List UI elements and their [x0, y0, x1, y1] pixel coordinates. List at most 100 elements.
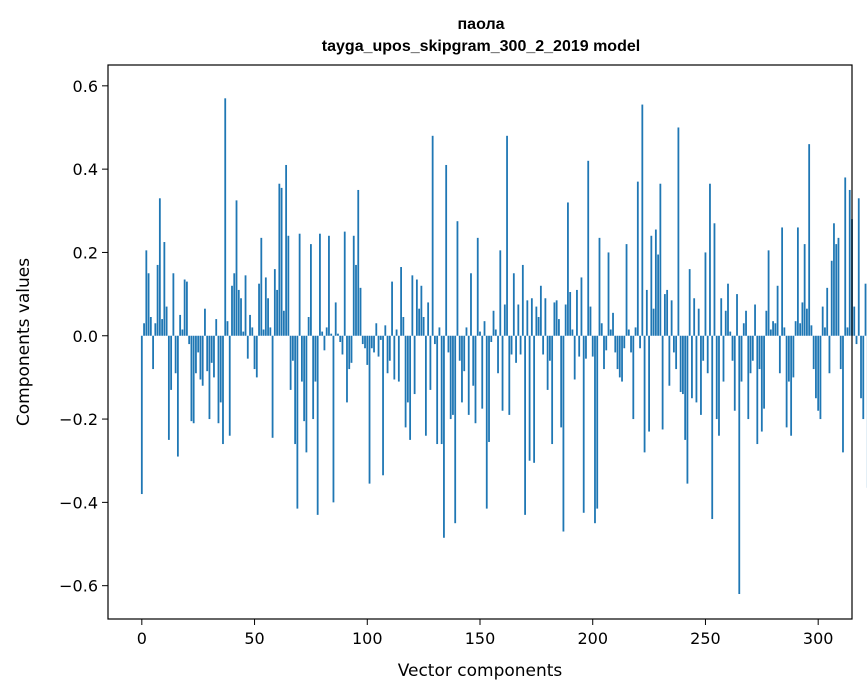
- bar-259: [724, 310, 727, 336]
- bar-271: [751, 335, 754, 361]
- bar-49: [251, 327, 254, 336]
- bar-29: [206, 335, 209, 372]
- bar-129: [431, 135, 434, 336]
- bar-272: [754, 304, 756, 336]
- bar-119: [409, 335, 412, 440]
- bar-110: [388, 335, 391, 361]
- bar-273: [756, 335, 759, 445]
- bar-237: [675, 335, 678, 370]
- bar-276: [763, 335, 765, 409]
- bar-120: [411, 275, 414, 336]
- bar-91: [346, 335, 348, 403]
- bar-231: [661, 335, 664, 430]
- bars-group: [140, 98, 867, 595]
- bar-84: [330, 333, 333, 336]
- bar-108: [384, 325, 387, 336]
- bar-254: [713, 223, 716, 336]
- bar-109: [386, 335, 389, 374]
- bar-52: [258, 283, 260, 336]
- bar-263: [733, 335, 736, 411]
- bar-195: [580, 277, 583, 336]
- bar-220: [636, 181, 639, 336]
- bar-244: [691, 335, 693, 399]
- bar-122: [415, 279, 418, 336]
- bar-135: [445, 164, 448, 336]
- bar-7: [156, 264, 159, 336]
- bar-319: [860, 335, 862, 399]
- bar-224: [645, 289, 648, 336]
- bar-200: [591, 335, 594, 357]
- bar-199: [589, 306, 592, 336]
- bar-21: [188, 335, 191, 345]
- bar-28: [204, 308, 206, 336]
- bar-301: [819, 335, 822, 420]
- bar-66: [289, 335, 292, 390]
- bar-46: [244, 275, 247, 336]
- x-tick-label-50: 50: [244, 629, 264, 648]
- bar-182: [551, 335, 554, 445]
- bar-56: [267, 298, 269, 336]
- bar-161: [503, 304, 506, 336]
- bar-41: [233, 273, 236, 336]
- bar-172: [528, 335, 531, 461]
- bar-76: [312, 335, 315, 420]
- bar-111: [391, 281, 393, 336]
- bar-294: [803, 244, 806, 336]
- bar-184: [555, 300, 558, 336]
- bar-213: [621, 335, 623, 382]
- bar-250: [704, 252, 707, 336]
- bar-162: [506, 135, 508, 336]
- bar-20: [186, 281, 188, 336]
- bar-82: [325, 327, 328, 336]
- bar-236: [672, 335, 675, 353]
- bar-304: [826, 287, 829, 336]
- bar-164: [510, 335, 513, 355]
- bar-287: [787, 335, 790, 382]
- bar-155: [490, 335, 493, 342]
- bar-115: [400, 267, 402, 336]
- bar-148: [474, 335, 477, 424]
- bar-97: [359, 287, 362, 336]
- bar-104: [375, 323, 378, 336]
- y-axis-ticks: −0.6 −0.4 −0.2 0.0 0.2 0.4 0.6: [59, 77, 108, 596]
- bar-137: [449, 335, 452, 420]
- bar-51: [255, 335, 258, 378]
- x-axis-ticks: 0 50 100 150 200 250 300: [137, 619, 833, 648]
- y-tick-label-0: −0.6: [59, 577, 98, 596]
- bar-313: [846, 327, 849, 336]
- bar-107: [382, 335, 384, 476]
- bar-94: [352, 235, 355, 336]
- bar-197: [585, 335, 587, 359]
- bar-318: [857, 198, 860, 336]
- bar-142: [461, 335, 463, 403]
- bar-71: [300, 335, 303, 382]
- bar-262: [731, 335, 734, 361]
- bar-3: [147, 273, 150, 336]
- bar-317: [855, 335, 858, 345]
- bar-296: [808, 144, 811, 336]
- bar-121: [413, 335, 416, 395]
- bar-127: [427, 302, 430, 336]
- bar-8: [158, 198, 161, 336]
- bar-230: [659, 183, 662, 336]
- bar-235: [670, 300, 673, 336]
- bar-314: [848, 189, 851, 336]
- bar-175: [535, 306, 538, 336]
- bar-154: [488, 335, 490, 442]
- bar-297: [810, 325, 813, 336]
- bar-167: [517, 304, 520, 336]
- chart-subtitle: tayga_upos_skipgram_300_2_2019 model: [322, 38, 640, 55]
- x-tick-label-150: 150: [465, 629, 496, 648]
- bar-166: [515, 335, 517, 363]
- bar-307: [833, 223, 835, 336]
- bar-240: [682, 335, 684, 395]
- bar-283: [778, 335, 781, 374]
- bar-253: [711, 335, 714, 520]
- bar-298: [812, 335, 815, 370]
- x-tick-label-200: 200: [577, 629, 608, 648]
- bar-159: [499, 250, 502, 336]
- bar-209: [612, 312, 614, 336]
- bar-54: [262, 329, 265, 336]
- bar-57: [269, 327, 272, 336]
- bar-241: [684, 335, 687, 440]
